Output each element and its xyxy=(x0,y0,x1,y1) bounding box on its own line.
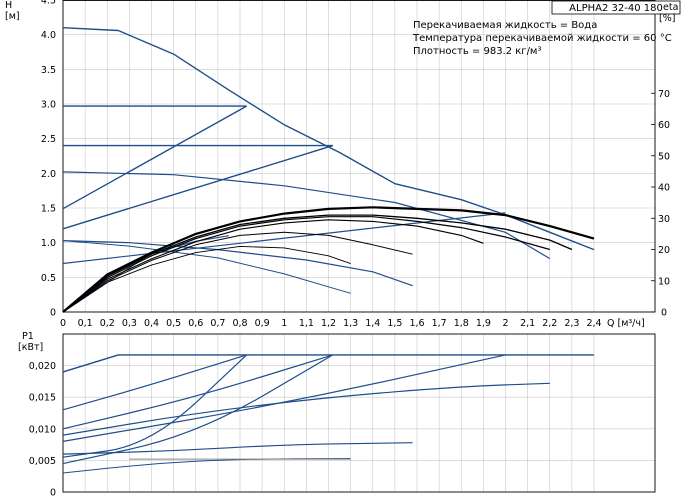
x-tick-label: 2,1 xyxy=(520,318,535,329)
top-plot-frame xyxy=(62,0,656,313)
x-tick-label: 1,9 xyxy=(476,318,491,329)
x-tick-label: 2 xyxy=(502,318,508,329)
proportional-pressure-series-5 xyxy=(62,212,506,265)
y2-axis-unit: [%] xyxy=(659,13,675,24)
x-tick-label: 0,3 xyxy=(122,318,137,329)
x-tick-label: 1,3 xyxy=(343,318,358,329)
efficiency-series-13 xyxy=(62,219,484,313)
x-axis-label: Q [м³/ч] xyxy=(607,318,645,329)
pump-curve-series-0 xyxy=(62,27,595,251)
power-plot: 0 0,005 0,010 0,015 0,020 xyxy=(29,333,656,499)
x-tick-label: 1,2 xyxy=(321,318,336,329)
proportional-pressure-series-3 xyxy=(62,105,247,210)
efficiency-series-14 xyxy=(62,231,413,313)
info-line-fluid: Перекачиваемая жидкость = Вода xyxy=(413,20,597,31)
p1-tick-label: 0 xyxy=(50,488,56,499)
bottom-plot-frame xyxy=(62,333,656,493)
info-line-density: Плотность = 983.2 кг/м³ xyxy=(413,46,542,57)
constant-curve-series-7 xyxy=(62,240,413,287)
y-tick-label: 4.0 xyxy=(41,30,56,41)
y-tick-label: 3.5 xyxy=(41,65,56,76)
p1-tick-label: 0,010 xyxy=(29,424,56,435)
x-tick-label: 1 xyxy=(281,318,287,329)
y-axis-label: H xyxy=(5,0,12,11)
y2-tick-label: 50 xyxy=(658,151,670,162)
x-tick-label: 0,5 xyxy=(166,318,181,329)
chart-title: ALPHA2 32-40 180 xyxy=(569,3,663,14)
power-series-2 xyxy=(62,354,334,430)
y2-tick-label: 10 xyxy=(658,276,670,287)
p1-axis-unit: [кВт] xyxy=(18,342,43,353)
x-tick-label: 0,2 xyxy=(100,318,115,329)
y2-tick-label: 20 xyxy=(658,245,670,256)
efficiency-series-15 xyxy=(62,245,351,313)
power-series-1 xyxy=(62,354,247,411)
y2-tick-label: 70 xyxy=(658,89,670,100)
x-tick-label: 0,4 xyxy=(144,318,159,329)
y-tick-label: 0.5 xyxy=(41,273,56,284)
efficiency-series-10 xyxy=(62,206,595,313)
x-tick-label: 1,4 xyxy=(365,318,380,329)
p1-axis-label: P1 xyxy=(22,331,34,342)
y-tick-label: 1.0 xyxy=(41,238,56,249)
p1-tick-label: 0,015 xyxy=(29,393,56,404)
constant-curve-series-6 xyxy=(62,171,551,260)
y-axis-unit: [м] xyxy=(5,11,20,22)
y2-axis-label: eta xyxy=(663,2,678,13)
x-tick-label: 0,8 xyxy=(232,318,247,329)
efficiency-series-11 xyxy=(62,214,573,313)
power-series-4 xyxy=(62,382,550,436)
y-tick-label: 0 xyxy=(50,308,56,319)
x-tick-label: 1,7 xyxy=(432,318,447,329)
y2-tick-label: 0 xyxy=(661,308,667,319)
y2-tick-label: 60 xyxy=(658,120,670,131)
info-line-temperature: Температура перекачиваемой жидкости = 60… xyxy=(412,33,672,44)
x-tick-label: 2,3 xyxy=(564,318,579,329)
y-tick-label: 2.0 xyxy=(41,169,56,180)
x-tick-label: 1,8 xyxy=(454,318,469,329)
max-power-series-0 xyxy=(62,354,594,373)
x-tick-label: 1,5 xyxy=(387,318,402,329)
y-tick-label: 4.5 xyxy=(41,0,56,7)
efficiency-series-12 xyxy=(62,216,550,313)
p1-tick-label: 0,020 xyxy=(29,361,56,372)
power-series-5 xyxy=(62,354,248,458)
x-tick-label: 1,1 xyxy=(299,318,314,329)
p1-tick-label: 0,005 xyxy=(29,456,56,467)
y2-tick-label: 40 xyxy=(658,183,670,194)
x-tick-label: 0,7 xyxy=(210,318,225,329)
proportional-pressure-series-4 xyxy=(62,144,334,230)
constant-curve-series-8 xyxy=(62,240,351,294)
y2-tick-label: 30 xyxy=(658,214,670,225)
power-series-7 xyxy=(62,442,413,455)
x-tick-label: 0 xyxy=(60,318,66,329)
x-tick-label: 0,9 xyxy=(255,318,270,329)
y-tick-label: 2.5 xyxy=(41,134,56,145)
x-tick-label: 1,6 xyxy=(409,318,424,329)
head-efficiency-plot: 0 0,1 0,2 0,3 0,4 0,5 0,6 0,7 0,8 0,9 1 1,1 1,2 1,3 1,… xyxy=(41,0,670,329)
title-box xyxy=(551,0,681,15)
x-tick-label: 2,4 xyxy=(586,318,601,329)
x-tick-label: 0,6 xyxy=(188,318,203,329)
x-tick-label: 0,1 xyxy=(78,318,93,329)
y-tick-label: 3.0 xyxy=(41,100,56,111)
y-tick-label: 1.5 xyxy=(41,204,56,215)
power-series-6 xyxy=(62,354,334,465)
x-tick-label: 2,2 xyxy=(542,318,557,329)
power-series-3 xyxy=(62,354,506,442)
